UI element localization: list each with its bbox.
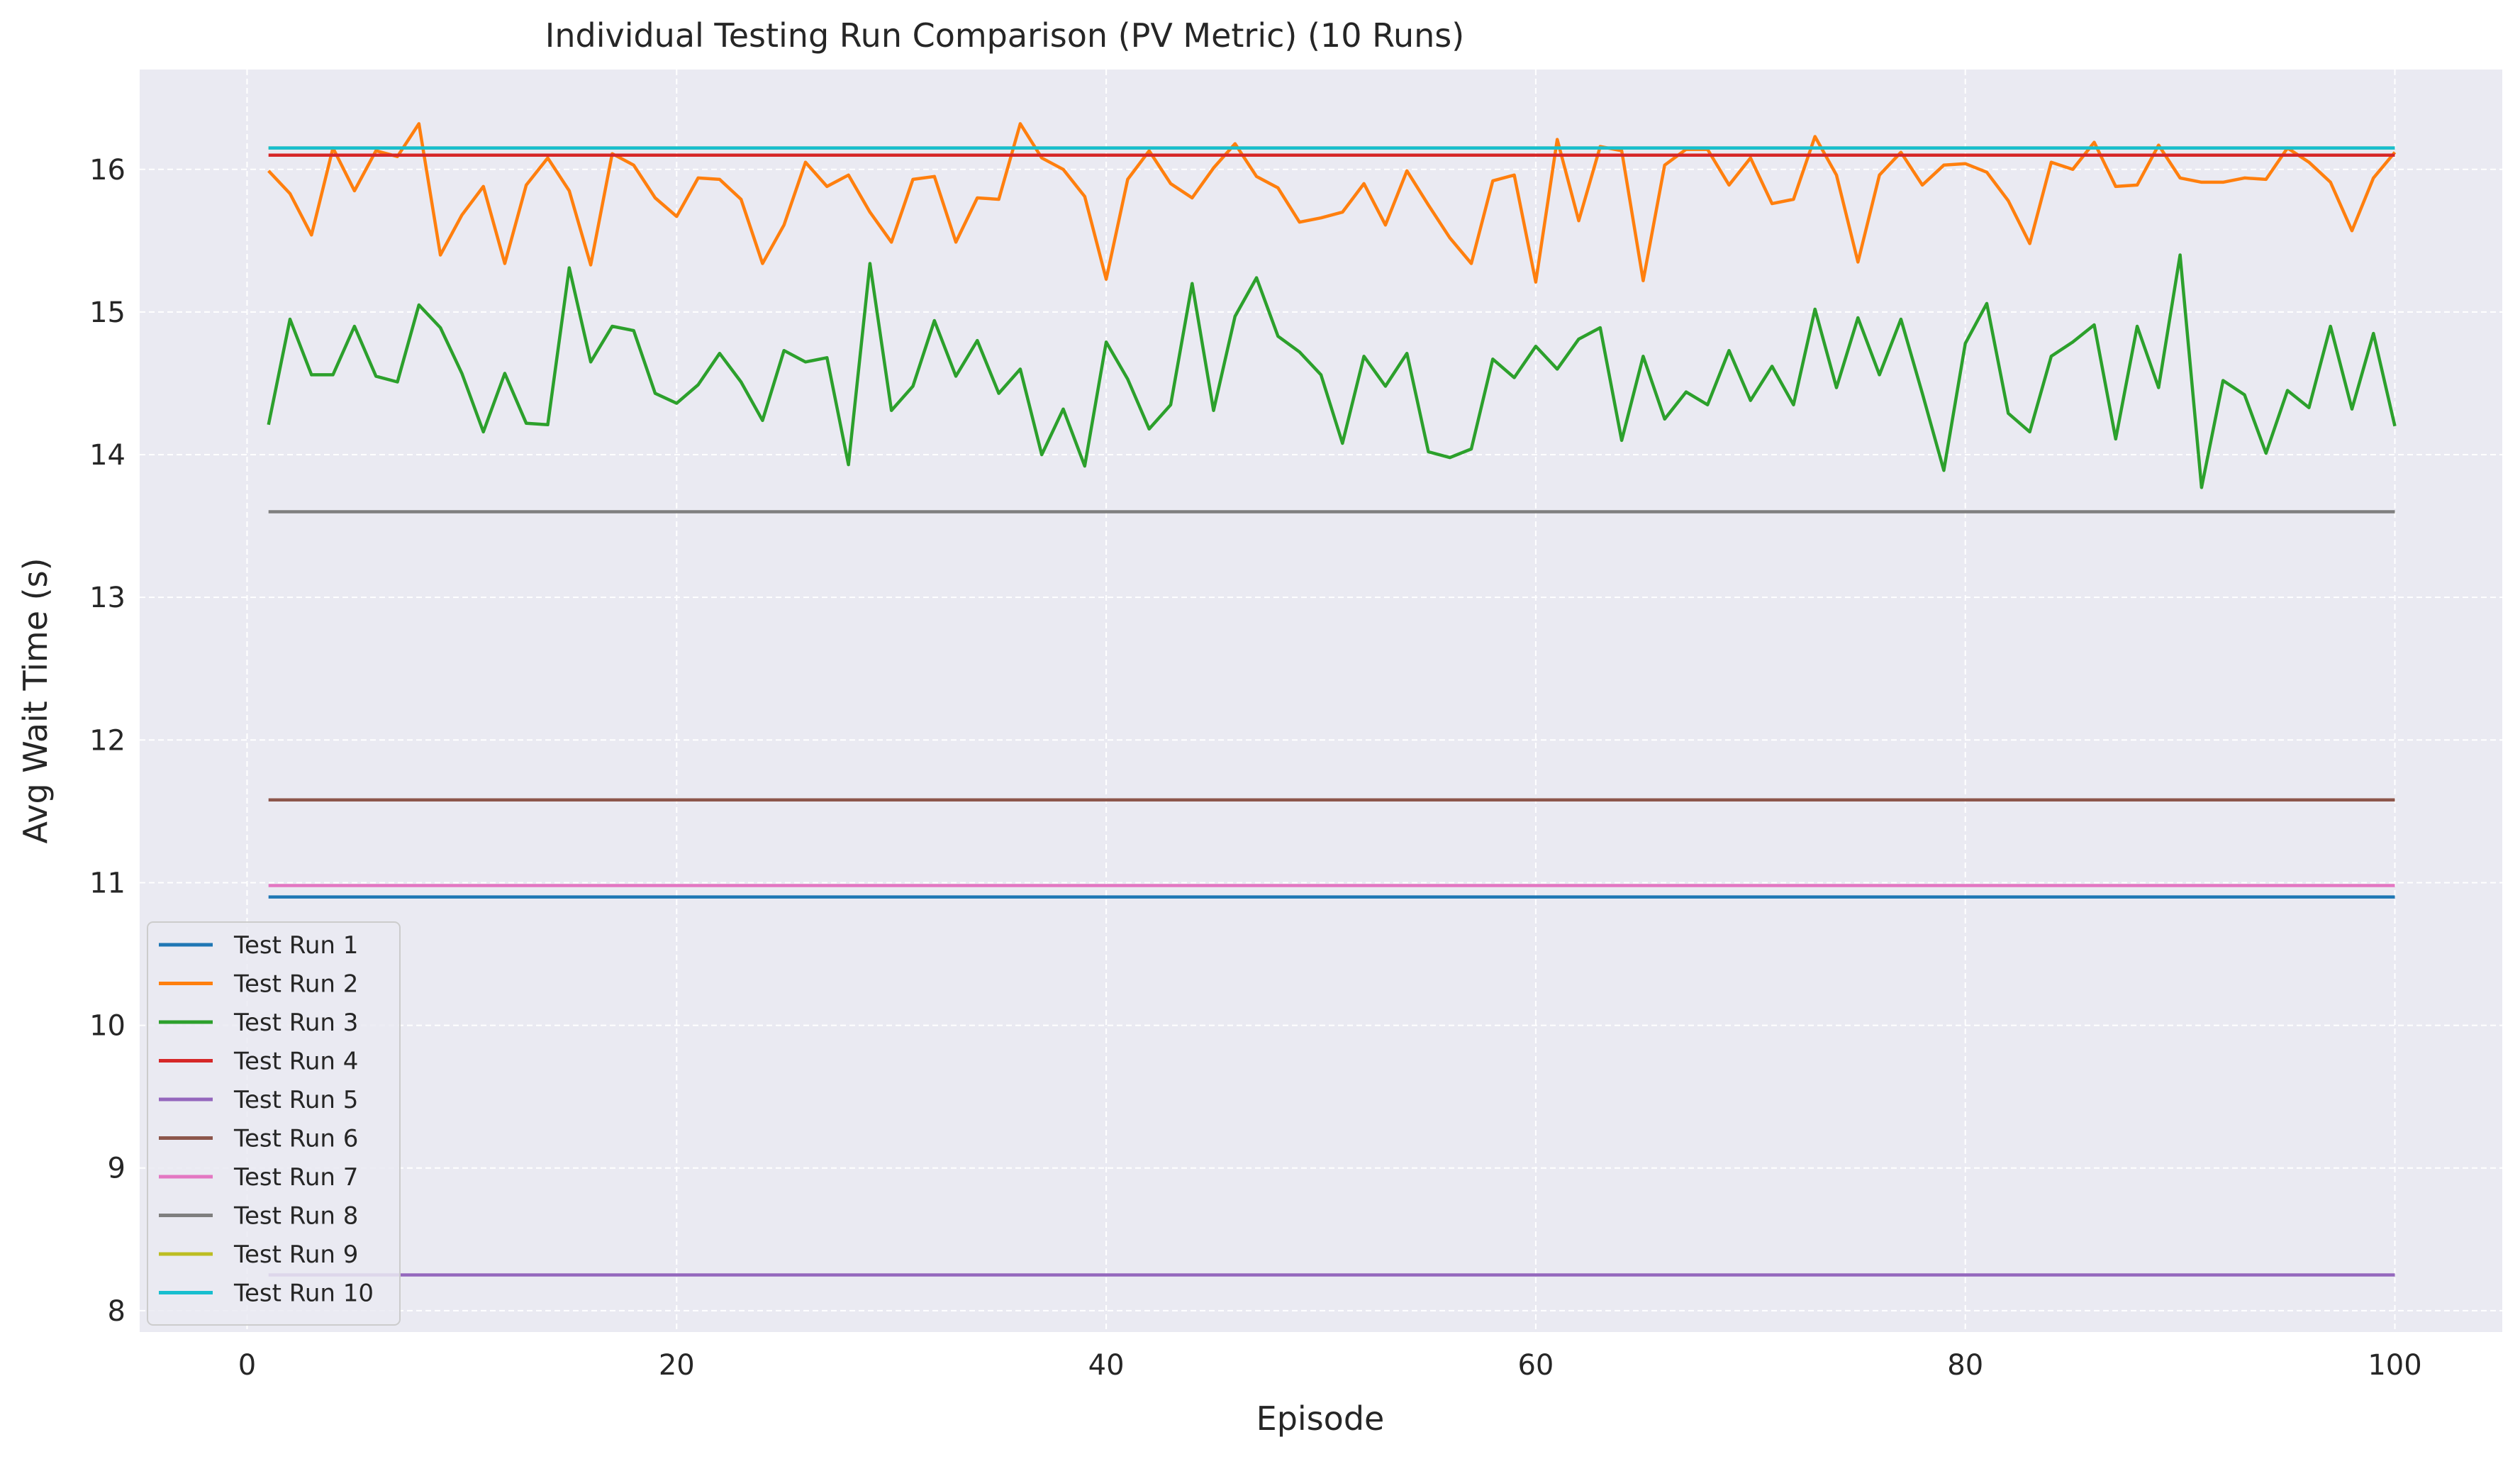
y-tick-label: 8 [108, 1295, 126, 1328]
series-line-test-run-2 [267, 122, 2397, 284]
series-lines [267, 122, 2397, 1277]
x-tick-label: 80 [1947, 1349, 1983, 1382]
y-tick-label: 13 [89, 582, 126, 614]
legend-label: Test Run 10 [233, 1280, 374, 1308]
y-tick-label: 14 [89, 439, 126, 472]
y-axis-ticks: 8 9 10 11 12 13 14 15 16 [89, 154, 126, 1328]
x-axis-ticks: 0 20 40 60 80 100 [238, 1349, 2422, 1382]
legend-label: Test Run 3 [233, 1009, 358, 1037]
x-tick-label: 60 [1517, 1349, 1554, 1382]
plot-area [140, 70, 2502, 1332]
series-line-test-run-3 [267, 253, 2397, 489]
y-axis-label: Avg Wait Time (s) [16, 557, 55, 843]
y-tick-label: 16 [89, 154, 126, 187]
x-tick-label: 20 [659, 1349, 695, 1382]
x-axis-label: Episode [1256, 1399, 1385, 1438]
y-tick-label: 12 [89, 724, 126, 757]
legend-label: Test Run 9 [233, 1241, 358, 1269]
chart-title: Individual Testing Run Comparison (PV Me… [545, 16, 1464, 55]
legend: Test Run 1 Test Run 2 Test Run 3 Test Run 4… [147, 921, 401, 1326]
x-tick-label: 0 [238, 1349, 256, 1382]
y-tick-label: 10 [89, 1010, 126, 1043]
x-tick-label: 40 [1088, 1349, 1125, 1382]
legend-label: Test Run 7 [233, 1163, 358, 1192]
legend-label: Test Run 1 [233, 931, 358, 960]
x-tick-label: 100 [2368, 1349, 2421, 1382]
legend-label: Test Run 2 [233, 970, 358, 999]
y-tick-label: 15 [89, 296, 126, 329]
y-tick-label: 9 [108, 1153, 126, 1185]
legend-label: Test Run 8 [233, 1202, 358, 1231]
legend-label: Test Run 5 [233, 1086, 358, 1114]
y-tick-label: 11 [89, 867, 126, 899]
legend-label: Test Run 6 [233, 1125, 358, 1153]
legend-label: Test Run 4 [233, 1048, 358, 1076]
